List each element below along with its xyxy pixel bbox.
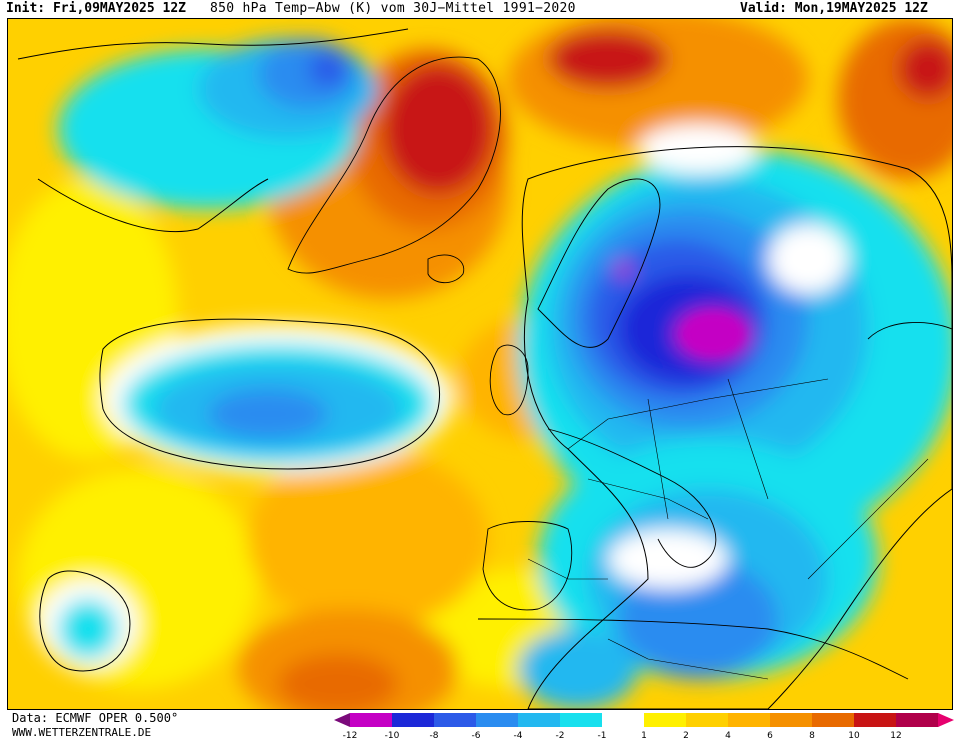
legend-swatch [770, 713, 813, 727]
cold-core [683, 314, 743, 354]
legend-swatch [896, 713, 939, 727]
legend-tick-label: -6 [472, 731, 481, 739]
legend-tick-label: 6 [767, 731, 773, 739]
legend-arrow-min [334, 713, 350, 727]
legend-swatch [476, 713, 519, 727]
legend-swatch [434, 713, 477, 727]
legend-swatch [560, 713, 603, 727]
data-source: Data: ECMWF OPER 0.500° [12, 711, 179, 725]
legend-swatch [602, 713, 645, 727]
scandinavia-coast [537, 178, 661, 348]
legend-tick-label: 8 [809, 731, 815, 739]
legend-swatch [854, 713, 897, 727]
legend-swatch [518, 713, 561, 727]
map-title: 850 hPa Temp−Abw (K) vom 30J−Mittel 1991… [210, 1, 576, 16]
legend-tick-label: -1 [598, 731, 607, 739]
legend-swatch [686, 713, 729, 727]
legend-tick-label: 4 [725, 731, 731, 739]
anomaly-map[interactable] [7, 18, 953, 710]
north-africa-coast [477, 618, 909, 680]
map-footer: Data: ECMWF OPER 0.500° WWW.WETTERZENTRA… [0, 710, 959, 741]
legend-swatch [644, 713, 687, 727]
greenland-coast [287, 56, 501, 274]
british-isles-coast [489, 344, 529, 416]
legend-tick-label: 1 [641, 731, 647, 739]
init-time: Init: Fri,09MAY2025 12Z [6, 1, 187, 16]
iceland-coast [427, 254, 465, 284]
legend-swatch [392, 713, 435, 727]
anomaly-field [8, 19, 952, 709]
coastlines [287, 56, 952, 680]
legend-tick-label: -10 [385, 731, 400, 739]
borders [527, 378, 929, 680]
valid-time: Valid: Mon,19MAY2025 12Z [740, 1, 928, 16]
legend-swatch [812, 713, 855, 727]
legend-tick-label: -8 [430, 731, 439, 739]
legend-swatch [728, 713, 771, 727]
legend-tick-label: 2 [683, 731, 689, 739]
caspian-coast [867, 321, 952, 340]
legend-swatch [350, 713, 393, 727]
legend-arrow-max [938, 713, 954, 727]
mediterranean-coast [547, 428, 717, 568]
legend-tick-label: -4 [514, 731, 523, 739]
website-label: WWW.WETTERZENTRALE.DE [12, 726, 152, 739]
iberia-coast [482, 521, 573, 611]
legend-tick-label: 12 [890, 731, 901, 739]
legend-tick-label: -2 [556, 731, 565, 739]
map-header: Init: Fri,09MAY2025 12Z 850 hPa Temp−Abw… [0, 0, 959, 18]
legend-tick-label: -12 [343, 731, 358, 739]
legend-tick-label: 10 [848, 731, 860, 739]
color-legend: -12 -10 -8 -6 -4 -2 -1 1 2 4 6 8 10 12 [334, 713, 954, 739]
